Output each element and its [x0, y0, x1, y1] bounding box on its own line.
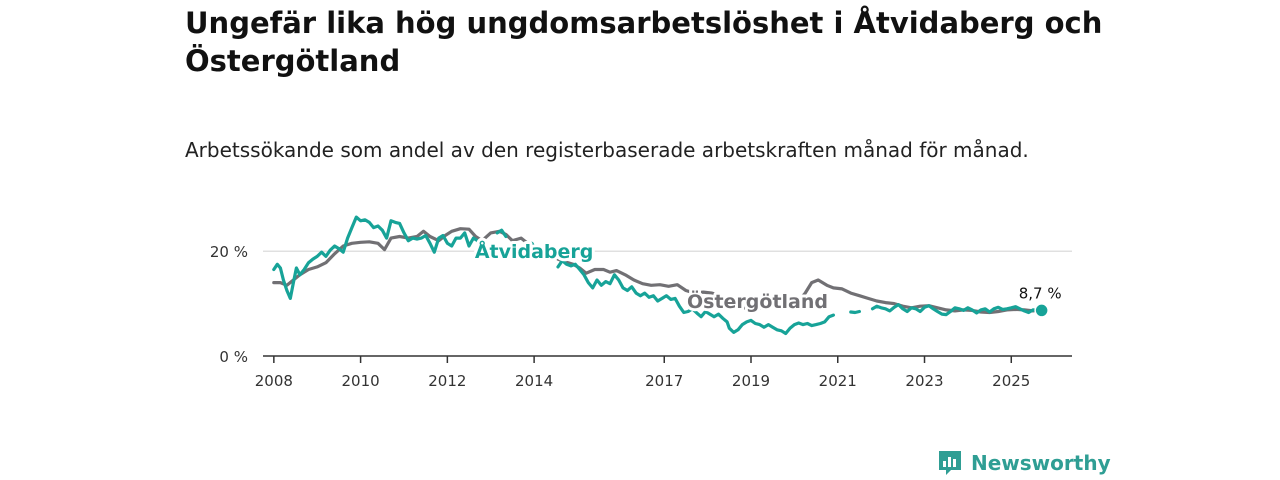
- x-tick-label: 2019: [732, 372, 770, 390]
- series-line-atvidaberg: [526, 241, 538, 256]
- x-tick-label: 2014: [515, 372, 553, 390]
- series-line-atvidaberg: [495, 228, 508, 239]
- series-line-ostergotland: [272, 227, 1042, 315]
- end-point-marker: [1034, 303, 1049, 318]
- y-tick-label: 20 %: [210, 243, 248, 261]
- axis-layer: 0 % 20 % 2008 2010 2012 2014 2017 2019 2021 2023 2…: [210, 243, 1072, 390]
- series-line-atvidaberg: [272, 215, 488, 300]
- chart-subtitle: Arbetssökande som andel av den registerb…: [185, 138, 1029, 162]
- series-label-halo-ostergotland: Östergötland: [687, 289, 828, 313]
- x-tick-label: 2012: [428, 372, 466, 390]
- series-line-atvidaberg: [556, 259, 835, 336]
- x-tick-label: 2008: [255, 372, 293, 390]
- brand-name: Newsworthy: [971, 451, 1111, 475]
- series-line-atvidaberg: [849, 309, 861, 315]
- series-line-atvidaberg: [870, 303, 1044, 317]
- chart-title: Ungefär lika hög ungdomsarbetslöshet i Å…: [185, 6, 1103, 78]
- series-label-atvidaberg: Åtvidaberg: [475, 239, 594, 263]
- label-layer: ÅtvidabergÅtvidabergÖstergötlandÖstergöt…: [472, 236, 1062, 318]
- series-layer: [272, 215, 1044, 336]
- series-label-ostergotland: Östergötland: [687, 289, 828, 313]
- x-tick-label: 2023: [905, 372, 943, 390]
- newsworthy-logo-icon: [939, 451, 961, 475]
- x-tick-label: 2010: [342, 372, 380, 390]
- x-tick-label: 2025: [992, 372, 1030, 390]
- x-tick-label: 2021: [819, 372, 857, 390]
- newsworthy-brand[interactable]: Newsworthy: [937, 448, 1111, 478]
- x-tick-label: 2017: [645, 372, 683, 390]
- y-tick-label: 0 %: [219, 348, 248, 366]
- series-label-halo-atvidaberg: Åtvidaberg: [475, 239, 594, 263]
- end-point-value-label: 8,7 %: [1019, 284, 1062, 302]
